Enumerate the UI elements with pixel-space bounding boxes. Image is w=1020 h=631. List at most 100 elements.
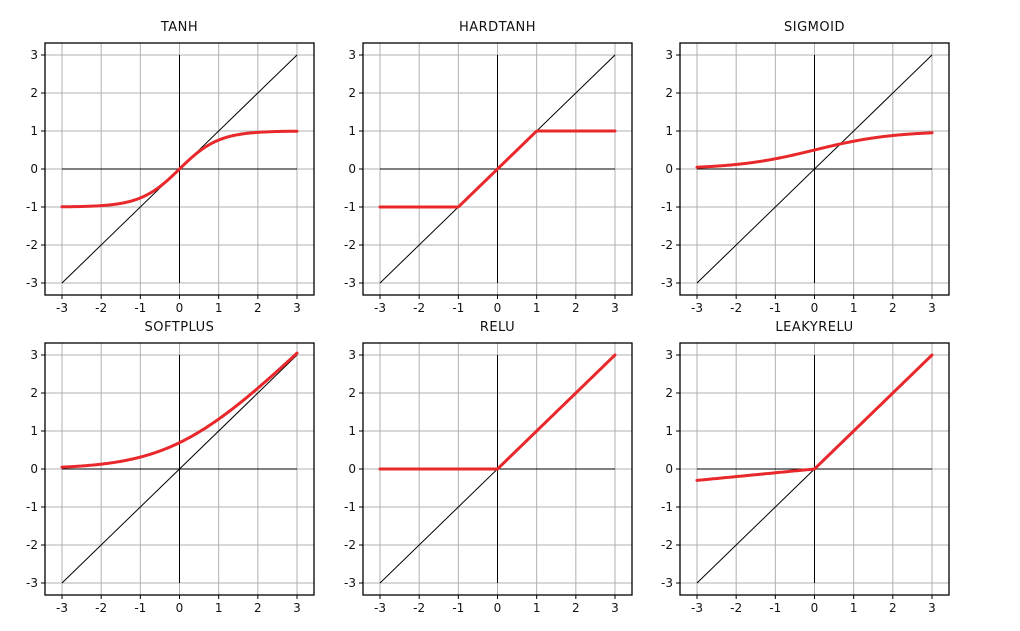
y-tick-label: -1	[344, 500, 356, 514]
y-tick-label: 3	[665, 348, 673, 362]
panel-title: SIGMOID	[784, 20, 845, 35]
y-tick-label: -1	[344, 200, 356, 214]
y-tick-label: 3	[348, 348, 356, 362]
y-tick-label: 0	[30, 162, 38, 176]
x-tick-label: 3	[293, 301, 301, 315]
y-tick-label: 3	[348, 48, 356, 62]
panel-hardtanh: -3 -3 -2 -2 -1 -1 0 0 1 1 2 2 3 3 HARDTANH	[344, 20, 633, 315]
panel-tanh: -3 -3 -2 -2 -1 -1 0 0 1 1 2 2 3 3 TANH	[26, 20, 315, 315]
x-tick-label: -3	[374, 301, 386, 315]
y-tick-label: 0	[30, 462, 38, 476]
x-tick-label: -3	[691, 601, 703, 615]
y-tick-label: 1	[30, 424, 38, 438]
y-tick-label: -2	[344, 538, 356, 552]
y-tick-label: -3	[661, 276, 673, 290]
x-tick-label: -2	[730, 301, 742, 315]
panel-relu: -3 -3 -2 -2 -1 -1 0 0 1 1 2 2 3 3 RELU	[344, 320, 633, 615]
activation-curve-hardtanh	[378, 129, 617, 209]
y-tick-label: 1	[30, 124, 38, 138]
x-tick-label: 0	[811, 601, 819, 615]
y-tick-label: 0	[348, 462, 356, 476]
y-tick-label: -2	[344, 238, 356, 252]
panel-title: TANH	[160, 20, 198, 35]
x-tick-label: 1	[850, 301, 858, 315]
y-tick-label: 0	[665, 462, 673, 476]
x-tick-label: -3	[691, 301, 703, 315]
x-tick-label: -1	[452, 301, 464, 315]
y-tick-label: -3	[344, 576, 356, 590]
x-tick-label: -3	[374, 601, 386, 615]
y-tick-label: -2	[26, 238, 38, 252]
y-tick-label: 1	[348, 124, 356, 138]
x-tick-label: -3	[56, 301, 68, 315]
x-tick-label: -1	[769, 301, 781, 315]
y-tick-label: 3	[30, 348, 38, 362]
identity-line	[696, 54, 933, 284]
x-tick-label: 0	[494, 301, 502, 315]
panel-title: HARDTANH	[459, 20, 536, 35]
y-tick-label: 0	[348, 162, 356, 176]
activation-curve-sigmoid	[695, 131, 934, 169]
y-tick-label: -3	[26, 576, 38, 590]
panel-title: SOFTPLUS	[145, 320, 215, 335]
y-tick-label: 3	[30, 48, 38, 62]
x-tick-label: -1	[134, 601, 146, 615]
x-tick-label: -2	[95, 301, 107, 315]
x-tick-label: 2	[889, 301, 897, 315]
x-tick-label: 3	[611, 301, 619, 315]
x-tick-label: 2	[572, 601, 580, 615]
x-tick-label: -2	[413, 601, 425, 615]
x-tick-label: 0	[494, 601, 502, 615]
x-tick-label: 3	[928, 301, 936, 315]
y-tick-label: 2	[30, 86, 38, 100]
activation-curve-leakyrelu	[695, 353, 934, 482]
y-tick-label: -2	[661, 538, 673, 552]
y-tick-label: 0	[665, 162, 673, 176]
panel-sigmoid: -3 -3 -2 -2 -1 -1 0 0 1 1 2 2 3 3 SIGMOID	[661, 20, 950, 315]
x-tick-label: 0	[811, 301, 819, 315]
x-tick-label: 2	[254, 301, 262, 315]
y-tick-label: 2	[348, 86, 356, 100]
x-tick-label: 0	[176, 601, 184, 615]
y-tick-label: -1	[26, 200, 38, 214]
identity-line	[61, 354, 298, 584]
x-tick-label: 1	[533, 301, 541, 315]
y-tick-label: 1	[348, 424, 356, 438]
panel-title: RELU	[480, 320, 515, 335]
y-tick-label: -1	[26, 500, 38, 514]
panel-softplus: -3 -3 -2 -2 -1 -1 0 0 1 1 2 2 3 3 SOFTPLUS	[26, 320, 315, 615]
y-tick-label: 3	[665, 48, 673, 62]
activation-curve-softplus	[60, 351, 299, 469]
y-tick-label: 2	[30, 386, 38, 400]
x-tick-label: 3	[928, 601, 936, 615]
y-tick-label: -3	[661, 576, 673, 590]
x-tick-label: -2	[730, 601, 742, 615]
x-tick-label: 0	[176, 301, 184, 315]
y-tick-label: 1	[665, 424, 673, 438]
x-tick-label: -2	[95, 601, 107, 615]
panel-title: LEAKYRELU	[775, 320, 853, 335]
x-tick-label: 3	[611, 601, 619, 615]
activation-curve-relu	[378, 353, 617, 471]
y-tick-label: -1	[661, 500, 673, 514]
x-tick-label: -1	[134, 301, 146, 315]
x-tick-label: -1	[452, 601, 464, 615]
y-tick-label: 2	[665, 386, 673, 400]
x-tick-label: -1	[769, 601, 781, 615]
x-tick-label: 2	[254, 601, 262, 615]
y-tick-label: 2	[348, 386, 356, 400]
x-tick-label: 1	[215, 301, 223, 315]
x-tick-label: 1	[850, 601, 858, 615]
x-tick-label: -2	[413, 301, 425, 315]
y-tick-label: 1	[665, 124, 673, 138]
y-tick-label: -3	[344, 276, 356, 290]
activation-curve-tanh	[60, 129, 299, 209]
x-tick-label: 3	[293, 601, 301, 615]
panel-leakyrelu: -3 -3 -2 -2 -1 -1 0 0 1 1 2 2 3 3 LEAKYRELU	[661, 320, 950, 615]
y-tick-label: -1	[661, 200, 673, 214]
x-tick-label: -3	[56, 601, 68, 615]
x-tick-label: 1	[533, 601, 541, 615]
y-tick-label: -3	[26, 276, 38, 290]
y-tick-label: -2	[661, 238, 673, 252]
